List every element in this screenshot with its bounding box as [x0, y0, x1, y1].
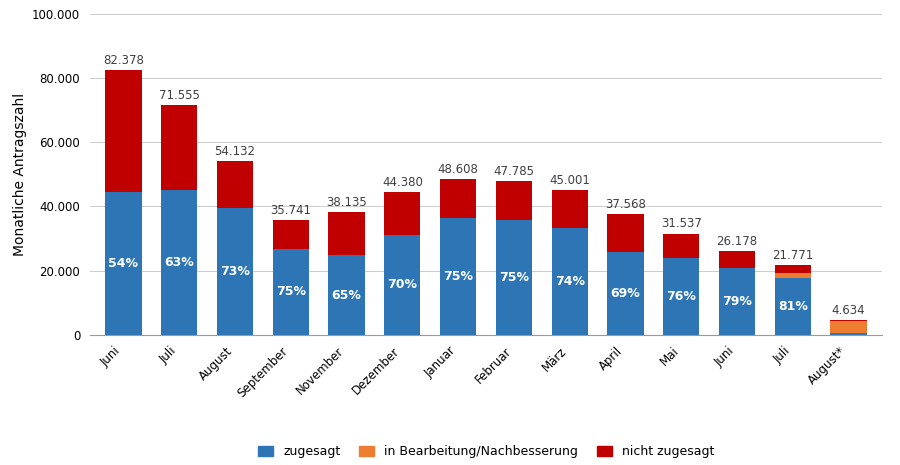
Text: 35.741: 35.741 [270, 204, 311, 217]
Text: 82.378: 82.378 [103, 54, 144, 67]
Bar [775, 278, 811, 335]
Text: 54%: 54% [109, 257, 139, 270]
Text: 54.132: 54.132 [214, 145, 256, 158]
Bar [831, 321, 867, 333]
Text: 4.634: 4.634 [832, 304, 865, 317]
Bar [217, 208, 253, 335]
Text: 81%: 81% [778, 300, 807, 313]
Text: 74%: 74% [554, 275, 585, 288]
Text: 48.608: 48.608 [437, 163, 479, 176]
Bar [105, 192, 141, 335]
Bar [719, 268, 755, 335]
Text: 26.178: 26.178 [716, 235, 758, 247]
Bar [552, 190, 588, 228]
Text: 69%: 69% [610, 287, 640, 300]
Bar [328, 213, 364, 255]
Bar [719, 251, 755, 268]
Text: 73%: 73% [220, 265, 250, 278]
Text: 71.555: 71.555 [158, 89, 200, 102]
Bar [496, 181, 532, 220]
Text: 65%: 65% [331, 289, 362, 301]
Bar [552, 228, 588, 335]
Text: 38.135: 38.135 [326, 196, 367, 209]
Bar [496, 220, 532, 335]
Text: 21.771: 21.771 [772, 249, 814, 262]
Text: 76%: 76% [666, 290, 696, 303]
Bar [384, 193, 420, 235]
Text: 75%: 75% [275, 286, 306, 298]
Bar [161, 105, 197, 190]
Bar [663, 233, 699, 258]
Text: 37.568: 37.568 [605, 198, 646, 211]
Text: 31.537: 31.537 [661, 218, 702, 230]
Bar [440, 179, 476, 218]
Text: 63%: 63% [165, 256, 194, 269]
Legend: zugesagt, in Bearbeitung/Nachbesserung, nicht zugesagt: zugesagt, in Bearbeitung/Nachbesserung, … [253, 440, 719, 463]
Text: 45.001: 45.001 [549, 174, 590, 187]
Bar [328, 255, 364, 335]
Bar [384, 235, 420, 335]
Bar [273, 249, 309, 335]
Text: 79%: 79% [722, 295, 752, 308]
Bar [831, 333, 867, 335]
Text: 75%: 75% [443, 270, 473, 283]
Bar [608, 252, 643, 335]
Bar [273, 220, 309, 249]
Bar [105, 71, 141, 192]
Bar [775, 273, 811, 278]
Bar [440, 218, 476, 335]
Bar [608, 214, 643, 252]
Bar [663, 258, 699, 335]
Bar [161, 190, 197, 335]
Bar [831, 320, 867, 321]
Text: 75%: 75% [499, 271, 529, 284]
Text: 44.380: 44.380 [382, 176, 423, 189]
Y-axis label: Monatliche Antragszahl: Monatliche Antragszahl [13, 93, 27, 256]
Text: 70%: 70% [387, 279, 418, 292]
Text: 47.785: 47.785 [493, 165, 535, 178]
Bar [217, 161, 253, 208]
Bar [775, 265, 811, 273]
